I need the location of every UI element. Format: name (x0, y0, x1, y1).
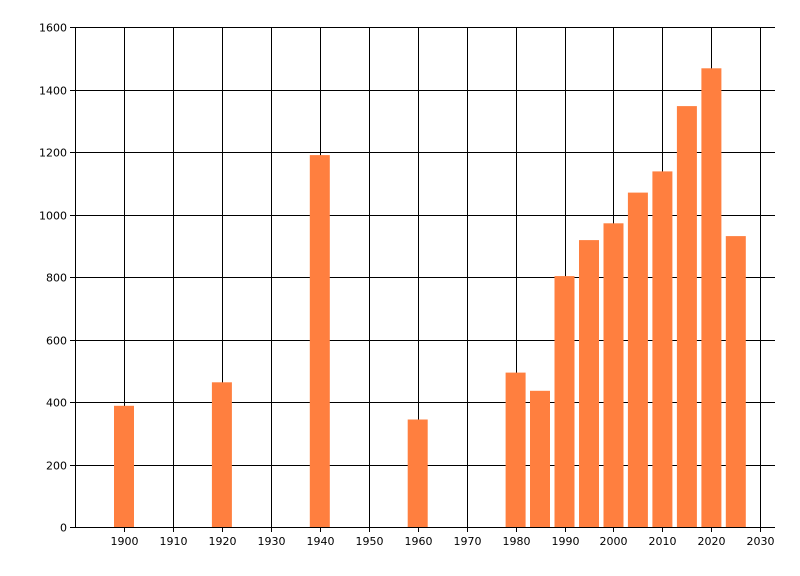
y-tick-label: 600 (46, 335, 67, 348)
bar (407, 419, 428, 527)
bar-series (114, 68, 746, 528)
x-tick-label: 1920 (209, 535, 237, 548)
x-tick-label: 1930 (258, 535, 286, 548)
x-tick-label: 2000 (600, 535, 628, 548)
bar (309, 155, 330, 527)
x-tick-label: 1960 (405, 535, 433, 548)
x-tick-label: 1900 (111, 535, 139, 548)
x-tick-label: 2010 (649, 535, 677, 548)
bar (652, 171, 673, 527)
bar (603, 223, 624, 528)
axes (75, 27, 775, 528)
bar (530, 390, 550, 528)
bar (554, 276, 575, 527)
y-axis-ticks: 0 200 400 600 800 1000 1200 1400 1600 (39, 22, 75, 535)
bar (114, 405, 134, 528)
bar (725, 236, 746, 527)
y-tick-label: 1000 (39, 210, 67, 223)
y-tick-label: 200 (46, 460, 67, 473)
bar (676, 106, 697, 527)
y-tick-label: 0 (60, 522, 67, 535)
x-tick-label: 1940 (307, 535, 335, 548)
y-tick-label: 400 (46, 397, 67, 410)
x-tick-label: 2020 (698, 535, 726, 548)
bar (505, 372, 526, 527)
bar (701, 68, 722, 528)
x-tick-label: 2030 (747, 535, 775, 548)
bar (627, 192, 648, 527)
bar (579, 240, 599, 527)
x-axis-ticks: 1900 1910 1920 1930 1940 1950 1960 1970 1980 1990… (111, 527, 775, 548)
x-tick-label: 1910 (160, 535, 188, 548)
y-tick-label: 800 (46, 272, 67, 285)
x-tick-label: 1990 (552, 535, 580, 548)
x-tick-label: 1970 (454, 535, 482, 548)
x-tick-label: 1980 (503, 535, 531, 548)
y-tick-label: 1400 (39, 85, 67, 98)
y-tick-label: 1600 (39, 22, 67, 35)
bar (211, 382, 232, 527)
y-tick-label: 1200 (39, 147, 67, 160)
x-tick-label: 1950 (356, 535, 384, 548)
